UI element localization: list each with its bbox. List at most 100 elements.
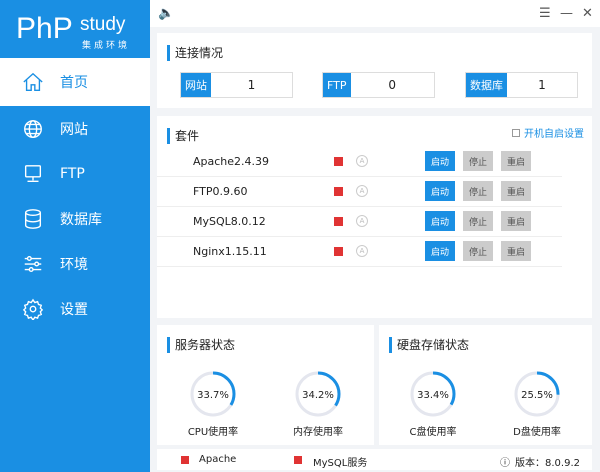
checkbox-icon	[512, 129, 520, 137]
sidebar-item-environment[interactable]: 环境	[0, 241, 150, 286]
logo-study: study	[80, 14, 126, 35]
sidebar-item-home[interactable]: 首页	[0, 58, 150, 106]
status-indicator	[334, 187, 343, 196]
logo-subtitle: 集成环境	[82, 41, 131, 51]
conn-ftp: FTP 0	[322, 72, 435, 98]
gauge-fill	[514, 371, 560, 417]
auto-icon[interactable]: A	[356, 185, 368, 197]
suite-panel: 套件 开机自启设置 Apache2.4.39 A 启动 停止 重启 FTP0.9.…	[157, 116, 592, 318]
gauge-value: 33.4%	[417, 390, 449, 401]
minimize-icon[interactable]: —	[560, 6, 573, 21]
database-icon	[24, 208, 42, 229]
disk-status-panel: 硬盘存储状态 33.4% C盘使用率 25.5% D盘使用率	[379, 325, 592, 445]
conn-label: 数据库	[466, 73, 507, 97]
start-button[interactable]: 启动	[425, 211, 455, 231]
conn-label: 网站	[181, 73, 211, 97]
autostart-checkbox[interactable]: 开机自启设置	[512, 125, 584, 140]
connection-panel: 连接情况 网站 1 FTP 0 数据库 1	[157, 33, 592, 108]
globe-icon	[24, 119, 42, 138]
conn-website: 网站 1	[180, 72, 293, 98]
suite-row: FTP0.9.60 A 启动 停止 重启	[157, 177, 562, 207]
status-indicator	[334, 217, 343, 226]
gauge-value: 33.7%	[197, 390, 229, 401]
gauge-ring: 25.5%	[514, 371, 560, 417]
restart-button[interactable]: 重启	[501, 151, 531, 171]
auto-icon[interactable]: A	[356, 215, 368, 227]
sidebar-item-website[interactable]: 网站	[0, 106, 150, 151]
speaker-icon[interactable]: 🔈	[158, 6, 175, 21]
suite-row: Apache2.4.39 A 启动 停止 重启	[157, 147, 562, 177]
close-icon[interactable]: ✕	[582, 6, 593, 21]
sidebar-item-ftp[interactable]: FTP	[0, 151, 150, 196]
restart-button[interactable]: 重启	[501, 181, 531, 201]
info-icon[interactable]: ⓘ	[500, 458, 510, 469]
gauge-label: 内存使用率	[293, 427, 343, 438]
status-indicator	[334, 247, 343, 256]
start-button[interactable]: 启动	[425, 241, 455, 261]
stop-button[interactable]: 停止	[463, 211, 493, 231]
gauge-fill	[295, 371, 341, 417]
sidebar-item-label: 环境	[60, 256, 88, 273]
status-bar: Apache MySQL服务 ⓘ 版本：8.0.9.2	[157, 449, 592, 470]
suite-row: Nginx1.15.11 A 启动 停止 重启	[157, 237, 562, 267]
c-disk-gauge: 33.4% C盘使用率	[393, 369, 473, 438]
gauge-ring: 33.4%	[410, 371, 456, 417]
stop-button[interactable]: 停止	[463, 151, 493, 171]
server-status-panel: 服务器状态 33.7% CPU使用率 34.2% 内存使用率	[157, 325, 374, 445]
autostart-label: 开机自启设置	[524, 129, 584, 140]
sidebar-item-label: 设置	[60, 301, 88, 318]
stop-button[interactable]: 停止	[463, 181, 493, 201]
suite-row: MySQL8.0.12 A 启动 停止 重启	[157, 207, 562, 237]
version-label: 版本：8.0.9.2	[515, 458, 580, 469]
gauge-label: D盘使用率	[513, 427, 561, 438]
sidebar-item-database[interactable]: 数据库	[0, 196, 150, 241]
auto-icon[interactable]: A	[356, 245, 368, 257]
sidebar-item-settings[interactable]: 设置	[0, 286, 150, 331]
gauge-value: 25.5%	[521, 390, 553, 401]
gauge-ring: 34.2%	[295, 371, 341, 417]
conn-value: 0	[388, 78, 397, 92]
sliders-icon	[24, 255, 42, 272]
gauge-value: 34.2%	[302, 390, 334, 401]
restart-button[interactable]: 重启	[501, 241, 531, 261]
apache-status-indicator	[181, 456, 189, 464]
suite-name: FTP0.9.60	[193, 185, 248, 198]
server-status-title: 服务器状态	[167, 337, 235, 353]
menu-icon[interactable]: ☰	[539, 6, 551, 21]
sidebar-item-label: 数据库	[60, 211, 102, 228]
suite-name: Nginx1.15.11	[193, 245, 267, 258]
gauge-ring: 33.7%	[190, 371, 236, 417]
start-button[interactable]: 启动	[425, 151, 455, 171]
gauge-fill	[410, 371, 456, 417]
gear-icon	[22, 298, 44, 320]
logo: PhP study 集成环境	[0, 0, 150, 58]
server-icon	[24, 164, 42, 182]
start-button[interactable]: 启动	[425, 181, 455, 201]
title-bar: 🔈 ☰ — ✕	[150, 0, 600, 27]
logo-php: PhP	[16, 12, 73, 45]
d-disk-gauge: 25.5% D盘使用率	[497, 369, 577, 438]
conn-label: FTP	[323, 73, 351, 97]
mysql-status-indicator	[294, 456, 302, 464]
connection-title: 连接情况	[167, 45, 223, 61]
disk-status-title: 硬盘存储状态	[389, 337, 469, 353]
suite-title: 套件	[167, 128, 199, 144]
sidebar: PhP study 集成环境 首页 网站 FTP 数据库 环境 设置	[0, 0, 150, 472]
gauge-label: C盘使用率	[409, 427, 457, 438]
apache-status-label: Apache	[199, 454, 237, 465]
memory-gauge: 34.2% 内存使用率	[278, 369, 358, 438]
mysql-status-label: MySQL服务	[313, 458, 368, 469]
restart-button[interactable]: 重启	[501, 211, 531, 231]
suite-name: Apache2.4.39	[193, 155, 270, 168]
stop-button[interactable]: 停止	[463, 241, 493, 261]
cpu-gauge: 33.7% CPU使用率	[173, 369, 253, 438]
sidebar-item-label: FTP	[60, 165, 85, 182]
conn-database: 数据库 1	[465, 72, 578, 98]
sidebar-item-label: 首页	[60, 75, 88, 91]
gauge-fill	[190, 371, 236, 417]
conn-value: 1	[247, 78, 256, 92]
home-icon	[23, 72, 43, 91]
auto-icon[interactable]: A	[356, 155, 368, 167]
gauge-label: CPU使用率	[187, 427, 239, 438]
conn-value: 1	[538, 78, 546, 92]
